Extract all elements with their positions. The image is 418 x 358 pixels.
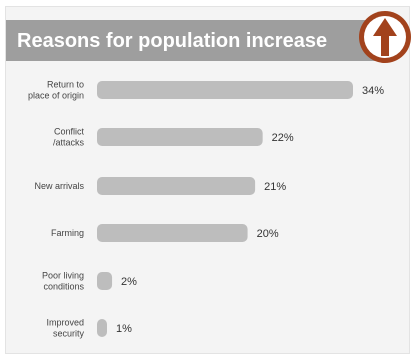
value-label-2: 21%	[264, 181, 286, 193]
category-label-2: New arrivals	[34, 181, 84, 191]
title-banner	[6, 20, 400, 61]
bar-2	[97, 177, 256, 195]
category-label-3: Farming	[51, 228, 84, 238]
category-label-4: Poor living conditions	[42, 271, 85, 292]
category-label-1: Conflict/attacks	[53, 127, 85, 148]
value-label-4: 2%	[121, 276, 137, 288]
bar-1	[97, 128, 263, 146]
bar-0	[97, 81, 353, 99]
bar-5	[97, 319, 107, 337]
value-label-3: 20%	[257, 228, 279, 240]
value-label-0: 34%	[362, 85, 384, 97]
category-label-0: Return to place of origin	[28, 80, 84, 101]
bar-3	[97, 224, 248, 242]
value-label-5: 1%	[116, 323, 132, 335]
category-label-5: Improved security	[46, 318, 84, 339]
bar-4	[97, 272, 113, 290]
value-label-1: 22%	[272, 132, 294, 144]
chart-title: Reasons for population increase	[17, 30, 328, 52]
up-arrow-icon	[359, 11, 411, 63]
